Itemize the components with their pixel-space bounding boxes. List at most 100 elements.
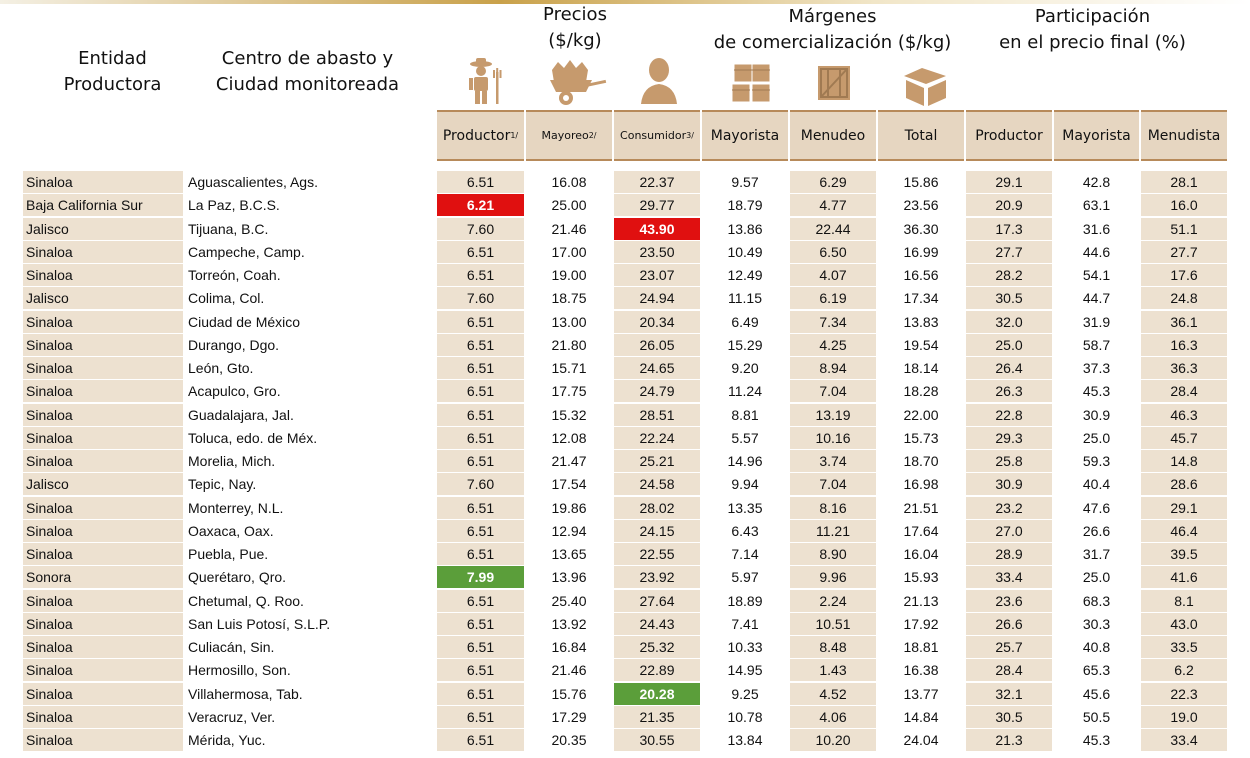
cell-value: 22.37: [614, 171, 700, 193]
cell-value: 15.86: [903, 174, 939, 190]
cell-value: 21.13: [903, 592, 939, 609]
table-row: Jalisco Tijuana, B.C. 7.60 21.46 43.90 13.86 2…: [0, 217, 1250, 241]
cell-value: 58.7: [1082, 336, 1111, 353]
cell-value: 6.51: [437, 264, 524, 286]
cell-ciudad: Torreón, Coah.: [188, 267, 281, 283]
cell-value: 32.0: [966, 310, 1052, 333]
colhead-mayoreo: Mayoreo 2/: [526, 110, 612, 161]
cell-value: 31.7: [1082, 546, 1111, 562]
cell-value: 13.35: [727, 499, 763, 516]
cell-value: 6.51: [437, 543, 524, 565]
cell-value: 22.8: [966, 403, 1052, 426]
colhead-part-productor: Productor: [966, 110, 1052, 161]
cell-value: 11.21: [790, 519, 876, 542]
cell-value: 25.21: [614, 450, 700, 472]
colhead-menudeo-label: Menudeo: [800, 127, 866, 144]
cell-value: 4.77: [790, 194, 876, 217]
cell-value: 16.99: [903, 243, 939, 260]
cell-value: 6.51: [437, 612, 524, 635]
header-entidad-line1: Entidad: [78, 48, 147, 69]
crate-icon: [818, 66, 850, 100]
cell-value: 12.94: [551, 522, 587, 539]
cell-value: 6.51: [437, 519, 524, 542]
cell-value: 40.4: [1082, 476, 1111, 493]
header-participacion-line2: en el precio final (%): [999, 32, 1186, 53]
cell-entidad: Sinaloa: [23, 171, 183, 193]
cell-value: 25.8: [966, 450, 1052, 472]
cell-entidad: Sinaloa: [23, 333, 183, 356]
cell-value: 20.34: [614, 310, 700, 333]
cell-value: 19.54: [903, 336, 939, 353]
cell-ciudad: Ciudad de México: [188, 313, 301, 330]
cell-value: 23.92: [614, 566, 700, 589]
cell-value: 8.90: [790, 543, 876, 565]
cell-entidad: Sonora: [23, 566, 183, 589]
cell-value: 6.51: [437, 729, 524, 751]
cell-value: 6.51: [437, 589, 524, 612]
cell-value: 36.3: [1141, 357, 1227, 379]
cell-value: 6.51: [437, 357, 524, 379]
cell-value: 13.84: [727, 732, 763, 748]
top-decorative-bar: [0, 0, 1250, 4]
header-entidad: Entidad Productora: [40, 46, 185, 98]
cell-entidad: Sinaloa: [23, 659, 183, 682]
cell-value: 28.4: [1141, 380, 1227, 403]
cell-ciudad: Querétaro, Qro.: [188, 569, 287, 586]
cell-value: 4.52: [790, 682, 876, 705]
cell-value: 68.3: [1082, 592, 1111, 609]
cell-entidad: Sinaloa: [23, 426, 183, 449]
open-box-icon: [904, 68, 946, 106]
cell-value: 9.57: [731, 174, 759, 190]
header-precios-line1: Precios: [543, 4, 607, 25]
colhead-consumidor: Consumidor 3/: [614, 110, 700, 161]
cell-value: 45.3: [1082, 732, 1111, 748]
cell-value: 10.33: [727, 639, 763, 655]
cell-value: 4.07: [790, 264, 876, 286]
table-row: Sinaloa Durango, Dgo. 6.51 21.80 26.05 15.29 4…: [0, 333, 1250, 357]
cell-ciudad: San Luis Potosí, S.L.P.: [188, 615, 331, 632]
cell-entidad: Sinaloa: [23, 729, 183, 751]
cell-value: 6.51: [437, 310, 524, 333]
cell-value: 21.47: [551, 453, 587, 469]
table-row: Sinaloa Hermosillo, Son. 6.51 21.46 22.89 14.…: [0, 659, 1250, 682]
cell-value: 25.00: [551, 197, 587, 214]
cell-value: 29.77: [614, 194, 700, 217]
cell-value: 44.6: [1082, 243, 1111, 260]
cell-value: 33.4: [966, 566, 1052, 589]
cell-value: 6.51: [437, 682, 524, 705]
cell-value: 21.35: [614, 705, 700, 728]
cell-value: 6.51: [437, 450, 524, 472]
cell-ciudad: Mérida, Yuc.: [188, 732, 266, 748]
cell-value: 8.16: [790, 496, 876, 519]
header-centro: Centro de abasto y Ciudad monitoreada: [200, 46, 415, 98]
cell-value: 28.4: [966, 659, 1052, 682]
cell-value: 27.64: [614, 589, 700, 612]
cell-value: 8.1: [1141, 589, 1227, 612]
cell-value: 1.43: [790, 659, 876, 682]
cell-ciudad: La Paz, B.C.S.: [188, 197, 280, 214]
cell-value: 28.51: [614, 403, 700, 426]
cell-value: 22.44: [790, 217, 876, 240]
cell-value: 13.00: [551, 313, 587, 330]
cell-value: 54.1: [1082, 267, 1111, 283]
cell-value: 25.0: [1082, 429, 1111, 446]
cell-value: 63.1: [1082, 197, 1111, 214]
cell-value: 12.08: [551, 429, 587, 446]
table-row: Sinaloa Campeche, Camp. 6.51 17.00 23.50 10.4…: [0, 240, 1250, 264]
cell-value: 15.73: [903, 429, 939, 446]
cell-value: 15.29: [727, 336, 763, 353]
farmer-icon: [469, 58, 502, 104]
cell-value: 16.0: [1141, 194, 1227, 217]
cell-value: 17.75: [551, 383, 587, 400]
cell-ciudad: Hermosillo, Son.: [188, 662, 291, 679]
colhead-total-label: Total: [904, 127, 938, 144]
cell-value: 31.9: [1082, 313, 1111, 330]
cell-value: 19.00: [551, 267, 587, 283]
cell-ciudad: Chetumal, Q. Roo.: [188, 592, 304, 609]
cell-value: 7.99: [437, 566, 524, 589]
cell-value: 8.48: [790, 636, 876, 658]
cell-value: 16.3: [1141, 333, 1227, 356]
header-centro-line2: Ciudad monitoreada: [215, 74, 400, 95]
cell-value: 18.28: [903, 383, 939, 400]
cell-value: 23.50: [614, 240, 700, 263]
